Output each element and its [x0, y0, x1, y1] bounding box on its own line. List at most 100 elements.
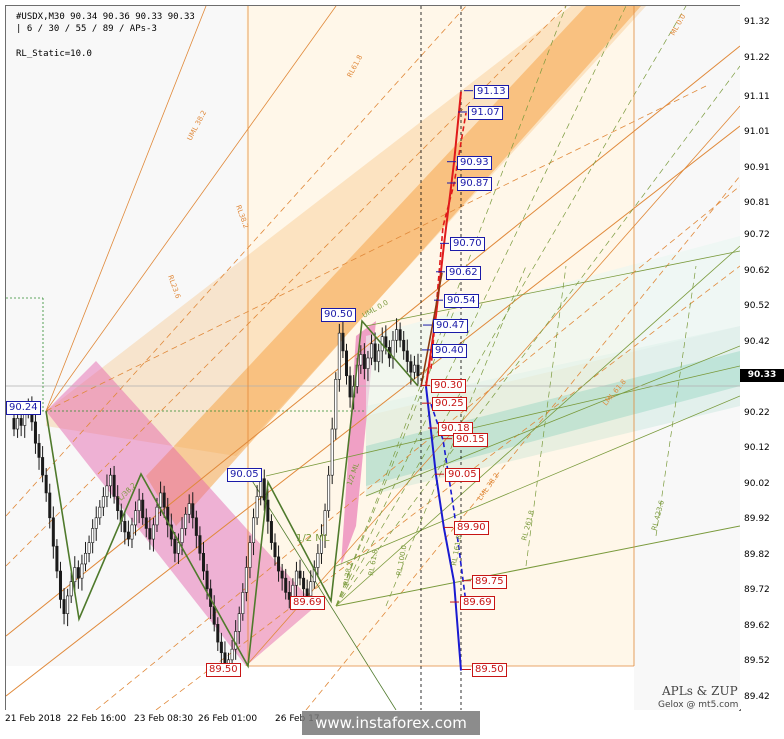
candle — [362, 354, 366, 369]
fan-line — [365, 250, 740, 327]
candle — [312, 567, 316, 583]
y-tick-label: 91.32 — [744, 17, 770, 28]
candle — [334, 379, 338, 430]
candle — [137, 499, 141, 511]
candle — [41, 457, 45, 476]
candle — [198, 535, 202, 554]
candle — [201, 553, 205, 572]
candle — [316, 553, 320, 568]
y-tick-label: 89.82 — [744, 549, 770, 560]
candle — [377, 350, 381, 362]
grey-zone-right — [634, 6, 740, 710]
y-tick-label: 90.72 — [744, 230, 770, 241]
candle — [405, 350, 409, 362]
target-level-up: 90.62 — [446, 265, 481, 280]
candle — [16, 418, 20, 430]
candle — [280, 570, 284, 579]
y-tick-label: 89.92 — [744, 514, 770, 525]
candle — [212, 606, 216, 625]
candle — [55, 545, 59, 572]
y-tick-label: 91.22 — [744, 52, 770, 63]
pivot-label: 90.24 — [6, 400, 41, 415]
candle — [134, 510, 138, 526]
forecast-up-line — [425, 91, 462, 387]
candle — [223, 652, 227, 664]
candle — [191, 503, 195, 519]
target-level-up: 90.87 — [457, 177, 492, 191]
pivot-label: 90.05 — [227, 468, 262, 483]
fan-line — [6, 6, 467, 517]
candle — [62, 599, 66, 614]
candle — [384, 336, 388, 348]
candle — [327, 474, 331, 511]
candle — [151, 524, 155, 540]
target-level-down: 89.90 — [454, 521, 489, 536]
fan-line — [305, 175, 740, 710]
candle — [323, 510, 327, 536]
candle — [37, 442, 41, 458]
y-tick-label: 89.72 — [744, 585, 770, 596]
candle — [244, 567, 248, 593]
candle — [330, 428, 334, 476]
pink-channel — [46, 361, 316, 666]
candle — [302, 577, 306, 590]
y-tick-label: 91.11 — [744, 91, 770, 102]
candle — [173, 538, 177, 554]
fan-line — [265, 365, 740, 477]
candle — [309, 581, 313, 597]
y-tick-label: 91.01 — [744, 127, 770, 138]
candle — [416, 364, 420, 377]
symbol-ohlc-header: #USDX,M30 90.34 90.36 90.33 90.33 — [16, 12, 195, 22]
candle — [241, 592, 245, 614]
candle — [341, 332, 345, 352]
candle — [187, 503, 191, 515]
cyan-channel-core — [366, 351, 740, 486]
indicator-params: | 6 / 30 / 55 / 89 / APs-3 — [16, 24, 157, 34]
candle — [112, 474, 116, 497]
candle — [373, 343, 377, 362]
candle — [273, 542, 277, 558]
candle — [366, 357, 370, 369]
plot-area[interactable]: RL61.8 UML 38.2 RL38.2 RL23.6 UML 0.0 LML 61.… — [5, 5, 741, 711]
candle — [298, 570, 302, 579]
candle — [44, 474, 48, 494]
candle — [319, 535, 323, 554]
candle — [80, 563, 84, 579]
target-level-up: 90.47 — [433, 319, 468, 334]
target-level-up: 90.70 — [450, 237, 485, 252]
y-tick-label: 90.62 — [744, 265, 770, 276]
candle — [58, 570, 62, 600]
fan-line — [525, 265, 567, 567]
orange-channel-core — [146, 6, 641, 526]
candle — [98, 506, 102, 519]
candle — [105, 485, 109, 497]
fan-line — [335, 245, 740, 607]
candle — [155, 506, 159, 526]
candle — [398, 329, 402, 341]
candle — [123, 521, 127, 533]
fan-line — [335, 65, 740, 607]
y-tick-label: 90.22 — [744, 407, 770, 418]
fan-line — [655, 265, 697, 537]
forecast-down-line — [425, 386, 462, 671]
candle — [116, 496, 120, 511]
candle — [409, 361, 413, 373]
x-tick-label: 23 Feb 08:30 — [134, 714, 194, 724]
x-tick-label: 22 Feb 16:00 — [67, 714, 127, 724]
fan-line — [245, 470, 397, 710]
candle — [284, 577, 288, 593]
candle — [194, 517, 198, 536]
fan-line — [335, 6, 627, 607]
price-axis[interactable]: 91.32 91.22 91.11 91.01 90.91 90.81 90.72 90.62… — [740, 5, 784, 709]
fan-line — [335, 525, 740, 607]
y-tick-label: 90.81 — [744, 198, 770, 209]
target-level-up: 90.93 — [457, 155, 492, 170]
candle — [262, 478, 266, 501]
y-tick-label: 90.52 — [744, 301, 770, 312]
candle — [101, 496, 105, 508]
target-level-down: 90.30 — [431, 379, 466, 394]
candle — [266, 499, 270, 522]
pivot-label: 90.50 — [321, 308, 356, 323]
